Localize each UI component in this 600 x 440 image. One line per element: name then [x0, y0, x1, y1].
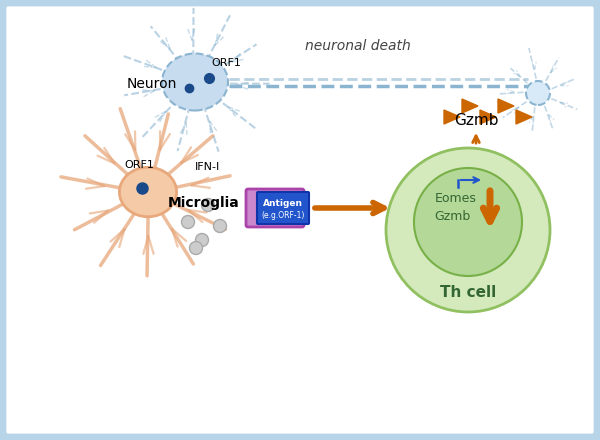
Text: ORF1: ORF1: [124, 160, 154, 170]
Text: Gzmb: Gzmb: [434, 209, 470, 223]
Polygon shape: [444, 110, 460, 124]
FancyBboxPatch shape: [257, 192, 309, 224]
Text: Microglia: Microglia: [168, 196, 240, 210]
Text: Th cell: Th cell: [440, 285, 496, 300]
Text: ORF1: ORF1: [211, 58, 241, 68]
Polygon shape: [462, 99, 478, 113]
FancyBboxPatch shape: [246, 189, 304, 227]
Circle shape: [190, 242, 203, 254]
Text: neuronal death: neuronal death: [305, 39, 411, 53]
Text: Gzmb: Gzmb: [454, 113, 498, 128]
Text: (e.g.ORF-1): (e.g.ORF-1): [262, 210, 305, 220]
Text: Neuron: Neuron: [127, 77, 177, 91]
Circle shape: [202, 198, 215, 212]
Circle shape: [526, 81, 550, 105]
Text: Eomes: Eomes: [435, 191, 477, 205]
Text: MHC II: MHC II: [256, 202, 294, 212]
Text: IFN-I: IFN-I: [195, 162, 220, 172]
Circle shape: [182, 216, 194, 228]
Polygon shape: [480, 110, 496, 124]
Polygon shape: [498, 99, 514, 113]
Circle shape: [214, 220, 227, 232]
Ellipse shape: [162, 54, 228, 110]
Circle shape: [386, 148, 550, 312]
Text: Antigen: Antigen: [263, 198, 303, 208]
Circle shape: [196, 234, 209, 246]
FancyBboxPatch shape: [5, 5, 595, 435]
Circle shape: [414, 168, 522, 276]
Ellipse shape: [119, 167, 176, 217]
Polygon shape: [516, 110, 532, 124]
